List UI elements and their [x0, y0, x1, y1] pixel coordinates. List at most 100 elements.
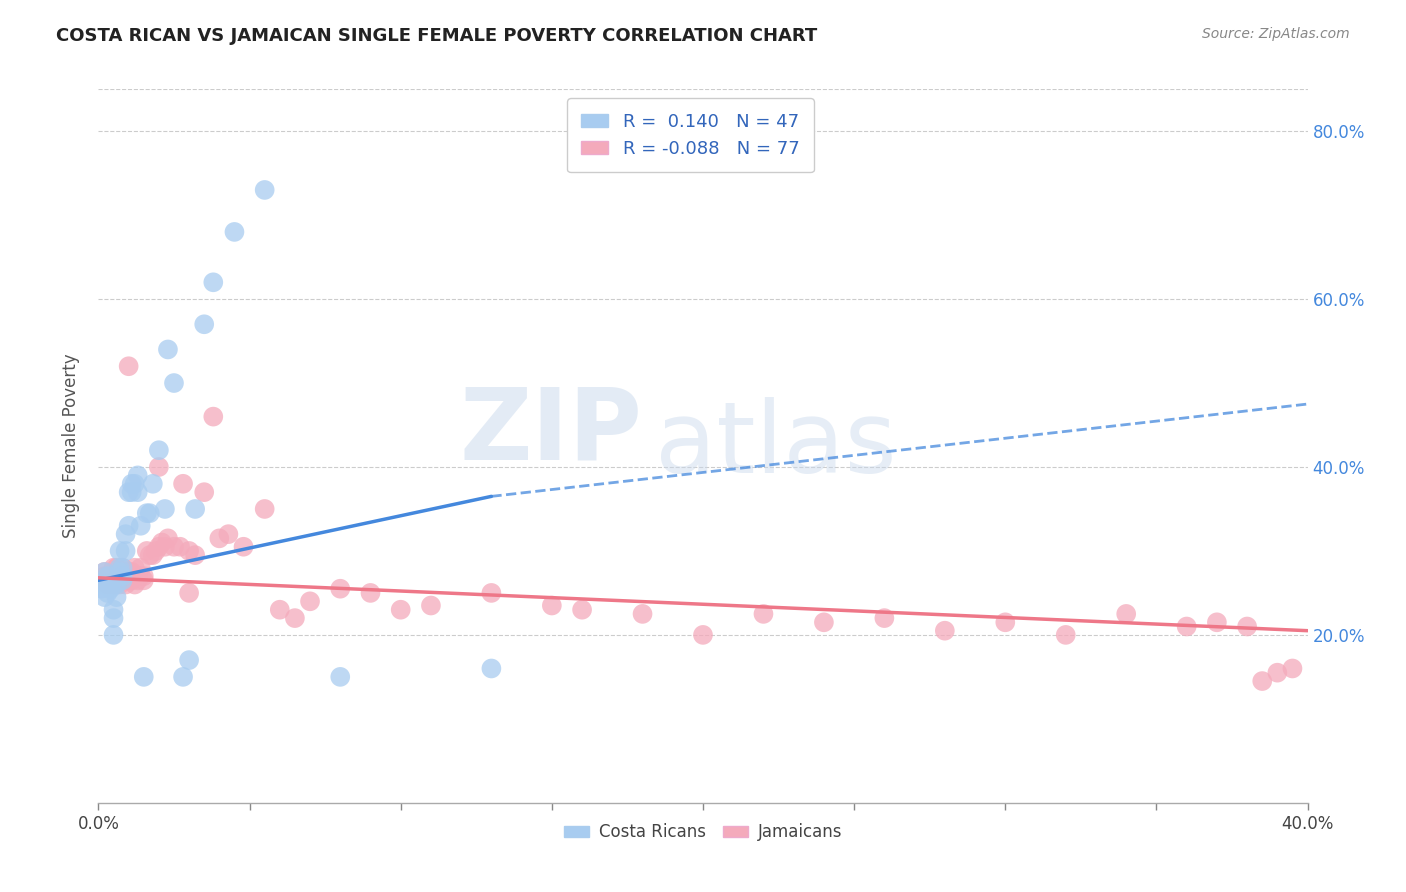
Point — [153, 502, 176, 516]
Point — [90, 574, 112, 588]
Point — [1175, 619, 1198, 633]
Point — [108, 565, 131, 579]
Point — [139, 506, 162, 520]
Point — [1267, 665, 1289, 680]
Point — [132, 670, 155, 684]
Point — [108, 560, 131, 574]
Point — [111, 569, 134, 583]
Point — [692, 628, 714, 642]
Point — [93, 565, 115, 579]
Point — [121, 485, 143, 500]
Point — [129, 560, 152, 574]
Text: Source: ZipAtlas.com: Source: ZipAtlas.com — [1202, 27, 1350, 41]
Point — [934, 624, 956, 638]
Point — [127, 569, 149, 583]
Point — [118, 518, 141, 533]
Point — [420, 599, 443, 613]
Point — [163, 376, 186, 390]
Point — [96, 577, 118, 591]
Point — [481, 586, 503, 600]
Point — [299, 594, 322, 608]
Text: COSTA RICAN VS JAMAICAN SINGLE FEMALE POVERTY CORRELATION CHART: COSTA RICAN VS JAMAICAN SINGLE FEMALE PO… — [56, 27, 817, 45]
Point — [108, 544, 131, 558]
Point — [1236, 619, 1258, 633]
Point — [184, 502, 207, 516]
Point — [108, 569, 131, 583]
Point — [540, 599, 562, 613]
Point — [813, 615, 835, 630]
Point — [389, 603, 412, 617]
Point — [1251, 674, 1274, 689]
Point — [105, 560, 128, 574]
Point — [202, 275, 225, 289]
Point — [1281, 661, 1303, 675]
Point — [253, 502, 276, 516]
Point — [202, 409, 225, 424]
Point — [329, 582, 352, 596]
Point — [153, 540, 176, 554]
Point — [96, 586, 118, 600]
Point — [111, 569, 134, 583]
Point — [103, 611, 125, 625]
Point — [873, 611, 896, 625]
Point — [156, 343, 179, 357]
Point — [179, 544, 201, 558]
Point — [163, 540, 186, 554]
Point — [1115, 607, 1137, 621]
Point — [121, 476, 143, 491]
Point — [150, 535, 173, 549]
Point — [172, 670, 194, 684]
Point — [132, 569, 155, 583]
Point — [179, 653, 201, 667]
Point — [93, 577, 115, 591]
Point — [114, 577, 136, 591]
Point — [111, 560, 134, 574]
Point — [105, 590, 128, 604]
Point — [93, 590, 115, 604]
Point — [193, 318, 215, 332]
Point — [1054, 628, 1077, 642]
Point — [148, 540, 170, 554]
Point — [253, 183, 276, 197]
Point — [124, 577, 146, 591]
Point — [114, 527, 136, 541]
Point — [105, 577, 128, 591]
Point — [90, 582, 112, 596]
Point — [100, 569, 122, 583]
Point — [129, 569, 152, 583]
Point — [114, 544, 136, 558]
Point — [208, 532, 231, 546]
Point — [93, 569, 115, 583]
Point — [571, 603, 593, 617]
Point — [148, 460, 170, 475]
Point — [127, 468, 149, 483]
Point — [118, 565, 141, 579]
Point — [124, 476, 146, 491]
Point — [994, 615, 1017, 630]
Point — [100, 582, 122, 596]
Point — [217, 527, 239, 541]
Point — [752, 607, 775, 621]
Point — [114, 565, 136, 579]
Point — [118, 574, 141, 588]
Point — [269, 603, 291, 617]
Point — [111, 560, 134, 574]
Legend: Costa Ricans, Jamaicans: Costa Ricans, Jamaicans — [557, 817, 849, 848]
Point — [103, 577, 125, 591]
Point — [129, 518, 152, 533]
Point — [135, 506, 157, 520]
Point — [100, 577, 122, 591]
Point — [118, 485, 141, 500]
Point — [121, 574, 143, 588]
Text: ZIP: ZIP — [460, 384, 643, 480]
Point — [96, 574, 118, 588]
Point — [193, 485, 215, 500]
Point — [481, 661, 503, 675]
Point — [148, 443, 170, 458]
Point — [135, 544, 157, 558]
Point — [172, 476, 194, 491]
Point — [108, 577, 131, 591]
Point — [100, 574, 122, 588]
Point — [224, 225, 246, 239]
Point — [145, 544, 167, 558]
